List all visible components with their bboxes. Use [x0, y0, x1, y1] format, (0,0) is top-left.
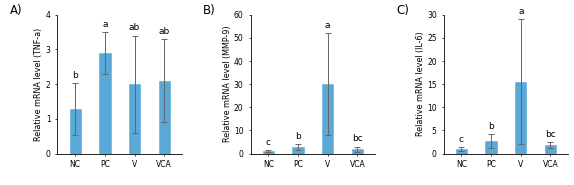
Text: c: c — [459, 135, 464, 144]
Text: b: b — [72, 71, 78, 80]
Y-axis label: Relative mRNA level (TNF-a): Relative mRNA level (TNF-a) — [34, 28, 44, 141]
Text: A): A) — [10, 4, 23, 17]
Text: a: a — [518, 7, 523, 16]
Text: bc: bc — [352, 134, 363, 143]
Bar — [69, 109, 81, 154]
Y-axis label: Relative mRNA level (MMP-9): Relative mRNA level (MMP-9) — [223, 26, 232, 142]
Bar — [545, 145, 556, 154]
Text: B): B) — [203, 4, 216, 17]
Bar — [129, 84, 140, 154]
Bar — [263, 151, 274, 154]
Bar — [456, 149, 467, 154]
Text: c: c — [266, 138, 271, 147]
Bar — [158, 81, 170, 154]
Text: ab: ab — [158, 27, 170, 36]
Text: C): C) — [396, 4, 409, 17]
Text: ab: ab — [129, 23, 140, 32]
Bar — [322, 84, 333, 154]
Bar — [515, 82, 526, 154]
Text: b: b — [488, 122, 494, 131]
Bar — [292, 147, 304, 154]
Text: a: a — [325, 21, 331, 30]
Bar — [486, 141, 497, 154]
Text: a: a — [102, 20, 107, 29]
Text: bc: bc — [545, 130, 556, 139]
Text: b: b — [295, 132, 301, 141]
Bar — [99, 53, 111, 154]
Y-axis label: Relative mRNA level (IL-6): Relative mRNA level (IL-6) — [416, 32, 425, 137]
Bar — [352, 149, 363, 154]
